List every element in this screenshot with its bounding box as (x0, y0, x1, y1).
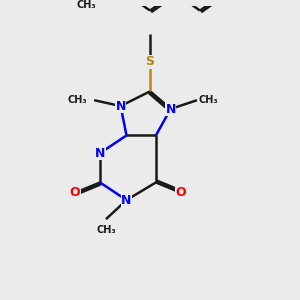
Text: O: O (70, 186, 80, 199)
Text: N: N (116, 100, 126, 112)
Text: CH₃: CH₃ (67, 95, 87, 105)
Text: N: N (165, 103, 176, 116)
Text: CH₃: CH₃ (76, 0, 96, 10)
Text: O: O (176, 186, 186, 199)
Text: N: N (95, 147, 105, 160)
Text: CH₃: CH₃ (199, 95, 218, 105)
Text: N: N (121, 194, 132, 207)
Text: CH₃: CH₃ (96, 225, 116, 235)
Text: S: S (146, 56, 154, 68)
